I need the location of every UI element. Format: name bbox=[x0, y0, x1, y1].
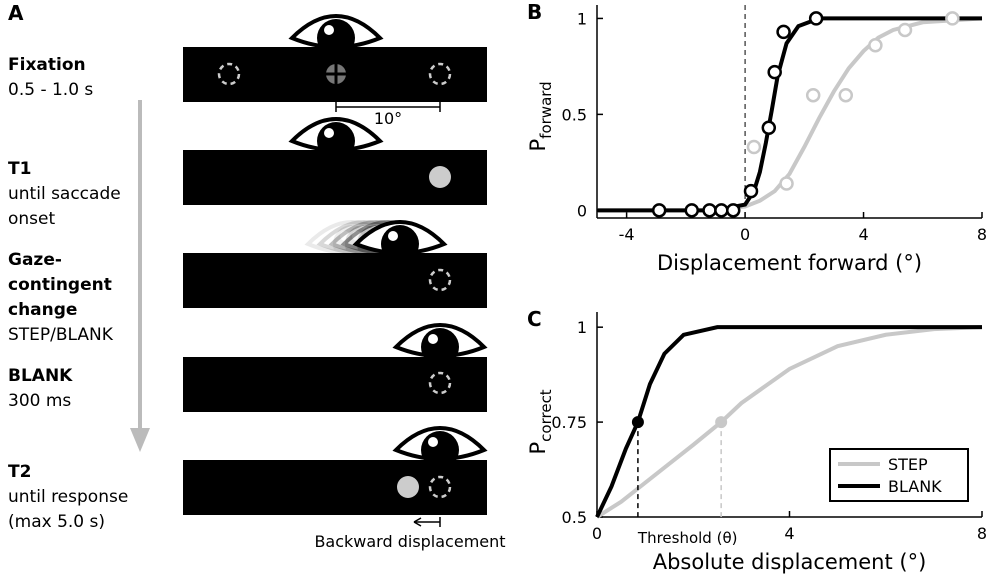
step-title: Gaze-contingent change bbox=[8, 250, 112, 320]
data-point bbox=[945, 11, 960, 26]
x-tick-label: 4 bbox=[784, 524, 794, 543]
data-point bbox=[838, 87, 854, 103]
step: Gaze-contingent change STEP/BLANK bbox=[8, 248, 148, 348]
x-tick-label: 8 bbox=[977, 225, 987, 244]
step: BLANK 300 ms bbox=[8, 364, 148, 414]
y-tick-label: 0.5 bbox=[562, 105, 587, 124]
data-point bbox=[761, 120, 777, 136]
data-point bbox=[743, 183, 759, 199]
panel-label: B bbox=[527, 0, 542, 24]
data-point bbox=[776, 24, 791, 40]
step-title: T2 bbox=[8, 462, 32, 482]
x-tick-label: 0 bbox=[740, 225, 750, 244]
y-axis-title-sub: correct bbox=[537, 389, 555, 442]
threshold-point bbox=[715, 416, 728, 429]
y-tick-label: 0.75 bbox=[551, 413, 587, 432]
data-point bbox=[808, 11, 824, 26]
x-axis-title: Displacement forward (°) bbox=[657, 251, 922, 275]
data-point bbox=[714, 203, 729, 218]
y-tick-label: 1 bbox=[577, 318, 587, 337]
step-detail: 0.5 - 1.0 s bbox=[8, 80, 94, 100]
threshold-label: Threshold (θ) bbox=[637, 529, 738, 547]
step-detail: STEP/BLANK bbox=[8, 325, 113, 345]
data-point bbox=[897, 22, 913, 38]
displacement-label: Backward displacement bbox=[314, 532, 505, 551]
scale-label: 10° bbox=[374, 109, 402, 128]
data-point bbox=[868, 38, 883, 53]
step-detail: 300 ms bbox=[8, 391, 72, 411]
x-axis-title: Absolute displacement (°) bbox=[653, 550, 927, 574]
step-title: Fixation bbox=[8, 55, 86, 75]
y-tick-label: 1 bbox=[577, 9, 587, 28]
data-point bbox=[805, 87, 821, 103]
fit-curve bbox=[595, 325, 983, 519]
x-tick-label: 4 bbox=[858, 225, 868, 244]
fit-curve bbox=[595, 325, 982, 518]
y-axis-title-main: P bbox=[526, 139, 550, 152]
step: Fixation 0.5 - 1.0 s bbox=[8, 53, 148, 103]
y-tick-label: 0.5 bbox=[562, 508, 587, 527]
trial-sequence bbox=[183, 14, 487, 527]
step-detail: until saccade onset bbox=[8, 184, 121, 229]
data-point bbox=[684, 203, 700, 218]
threshold-point bbox=[631, 416, 644, 429]
time-arrowhead bbox=[130, 428, 150, 452]
step-title: BLANK bbox=[8, 366, 73, 386]
legend-box bbox=[829, 448, 969, 502]
x-tick-label: 0 bbox=[592, 524, 602, 543]
data-point bbox=[651, 203, 667, 218]
step: T2 until response (max 5.0 s) bbox=[8, 460, 148, 535]
legend-label: STEP bbox=[888, 455, 928, 474]
data-point bbox=[746, 139, 762, 155]
y-axis-title-sub: forward bbox=[537, 81, 555, 139]
data-point bbox=[725, 203, 741, 218]
step-title: T1 bbox=[8, 159, 32, 179]
data-point bbox=[702, 203, 717, 218]
data-point bbox=[779, 176, 794, 191]
step-detail: until response (max 5.0 s) bbox=[8, 487, 129, 532]
y-axis-title: Pforward bbox=[526, 81, 555, 151]
legend-label: BLANK bbox=[888, 477, 942, 496]
step: T1 until saccade onset bbox=[8, 157, 148, 232]
y-axis-title: Pcorrect bbox=[526, 389, 555, 454]
panel-label: C bbox=[527, 307, 542, 331]
y-axis-title-main: P bbox=[526, 442, 550, 455]
y-tick-label: 0 bbox=[577, 201, 587, 220]
data-point bbox=[767, 64, 782, 80]
x-tick-label: 8 bbox=[977, 524, 987, 543]
panel-label: A bbox=[8, 1, 24, 25]
x-tick-label: -4 bbox=[619, 225, 635, 244]
